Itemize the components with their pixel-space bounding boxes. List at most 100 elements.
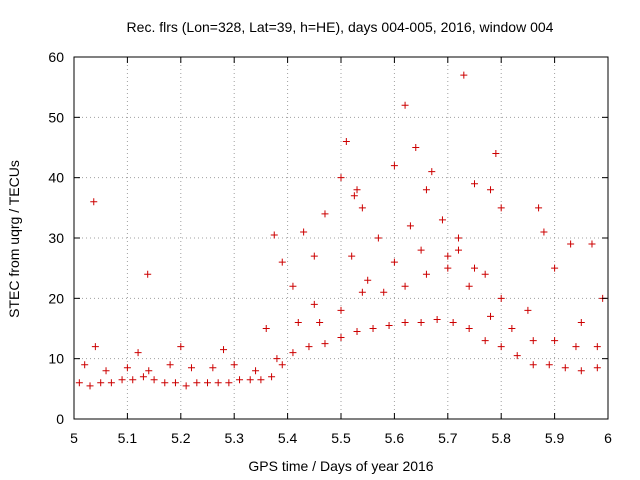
data-point xyxy=(401,101,409,109)
data-point xyxy=(449,318,457,326)
data-point xyxy=(588,240,596,248)
y-tick-label: 0 xyxy=(56,411,64,427)
data-point xyxy=(390,162,398,170)
data-point xyxy=(316,318,324,326)
data-point xyxy=(321,210,329,218)
data-point xyxy=(529,361,537,369)
data-points xyxy=(75,71,607,390)
data-point xyxy=(497,204,505,212)
data-point xyxy=(107,379,115,387)
data-point xyxy=(353,328,361,336)
data-point xyxy=(305,343,313,351)
data-point xyxy=(321,340,329,348)
data-point xyxy=(444,252,452,260)
data-point xyxy=(129,376,137,384)
data-point xyxy=(144,270,152,278)
data-point xyxy=(529,337,537,345)
data-point xyxy=(540,228,548,236)
data-point xyxy=(417,246,425,254)
data-point xyxy=(465,282,473,290)
data-point xyxy=(289,349,297,357)
data-point xyxy=(90,198,98,206)
x-tick-label: 5.7 xyxy=(438,430,458,446)
data-point xyxy=(390,258,398,266)
data-point xyxy=(310,300,318,308)
data-point xyxy=(230,361,238,369)
data-point xyxy=(348,252,356,260)
data-point xyxy=(182,382,190,390)
data-point xyxy=(187,364,195,372)
data-point xyxy=(252,367,260,375)
data-point xyxy=(220,346,228,354)
data-point xyxy=(593,343,601,351)
x-tick-label: 5.1 xyxy=(118,430,138,446)
data-point xyxy=(262,325,270,332)
data-point xyxy=(551,264,559,272)
data-point xyxy=(460,71,468,79)
data-point xyxy=(454,234,462,242)
data-point xyxy=(86,382,94,390)
data-point xyxy=(310,252,318,260)
data-point xyxy=(337,174,345,182)
data-point xyxy=(380,288,388,296)
chart-title: Rec. flrs (Lon=328, Lat=39, h=HE), days … xyxy=(127,19,554,35)
data-point xyxy=(177,343,185,351)
data-point xyxy=(81,361,89,369)
x-axis-label: GPS time / Days of year 2016 xyxy=(248,458,433,474)
data-point xyxy=(358,288,366,296)
data-point xyxy=(102,367,110,375)
data-point xyxy=(161,379,169,387)
data-point xyxy=(204,379,211,387)
data-point xyxy=(524,306,532,314)
data-point xyxy=(300,228,308,236)
data-point xyxy=(364,276,372,284)
data-point xyxy=(278,258,286,266)
data-point xyxy=(454,246,462,254)
data-point xyxy=(497,343,505,351)
data-point xyxy=(342,137,350,145)
y-tick-label: 60 xyxy=(48,49,64,65)
data-point xyxy=(422,186,430,194)
data-point xyxy=(561,364,569,372)
y-tick-labels: 0 10 20 30 40 50 60 xyxy=(48,49,64,427)
data-point xyxy=(471,180,478,188)
data-point xyxy=(433,315,441,323)
data-point xyxy=(145,367,153,375)
data-point xyxy=(508,325,516,332)
x-tick-label: 5.2 xyxy=(171,430,191,446)
x-tick-label: 5.3 xyxy=(224,430,244,446)
data-point xyxy=(492,150,500,158)
data-point xyxy=(278,361,286,369)
data-point xyxy=(444,264,452,272)
data-point xyxy=(171,379,179,387)
data-point xyxy=(487,186,495,194)
data-point xyxy=(422,270,430,278)
data-point xyxy=(209,364,217,372)
data-point xyxy=(428,168,436,176)
y-tick-label: 40 xyxy=(48,170,64,186)
data-point xyxy=(593,364,601,372)
data-point xyxy=(545,361,553,369)
data-point xyxy=(150,376,158,384)
x-tick-label: 5.9 xyxy=(545,430,565,446)
data-point xyxy=(417,318,425,326)
x-tick-label: 5.6 xyxy=(385,430,405,446)
data-point xyxy=(236,376,244,384)
data-point xyxy=(134,349,142,357)
data-point xyxy=(337,334,345,342)
x-tick-label: 5.8 xyxy=(491,430,511,446)
data-point xyxy=(91,343,99,351)
data-point xyxy=(551,337,559,345)
data-point xyxy=(358,204,366,212)
data-point xyxy=(350,192,358,200)
data-point xyxy=(123,364,131,372)
data-point xyxy=(257,376,265,384)
data-point xyxy=(438,216,446,224)
x-tick-labels: 5 5.1 5.2 5.3 5.4 5.5 5.6 5.7 5.8 5.9 6 xyxy=(70,430,612,446)
data-point xyxy=(385,321,393,329)
data-point xyxy=(273,355,281,363)
data-point xyxy=(535,204,543,212)
data-point xyxy=(75,379,83,387)
data-point xyxy=(118,376,126,384)
